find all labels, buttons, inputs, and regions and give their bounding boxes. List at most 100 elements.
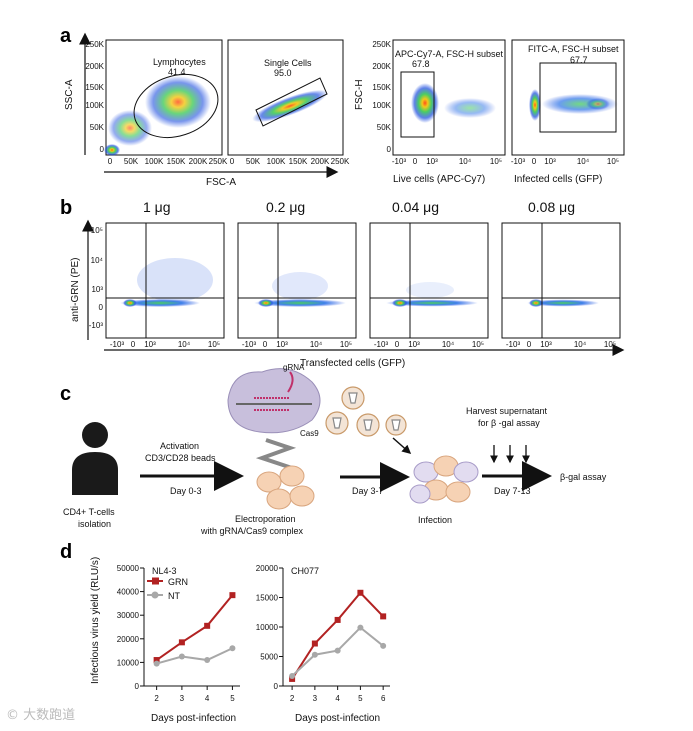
electroporation-label-1: Electroporation xyxy=(235,514,296,524)
point-grn xyxy=(311,640,318,647)
point-nt xyxy=(178,653,185,660)
svg-text:100K: 100K xyxy=(145,157,164,166)
svg-text:10³: 10³ xyxy=(144,340,156,349)
cd4-label-1: CD4+ T-cells xyxy=(63,507,115,517)
a-yaxis-title: SSC-A xyxy=(64,79,75,110)
a-live-xlabel: Live cells (APC-Cy7) xyxy=(393,174,485,185)
svg-text:0: 0 xyxy=(131,340,136,349)
point-nt xyxy=(311,651,318,658)
svg-text:-10³: -10³ xyxy=(89,321,104,330)
svg-text:150K: 150K xyxy=(85,83,104,92)
point-grn xyxy=(229,592,236,599)
svg-text:10³: 10³ xyxy=(276,340,288,349)
legend-nt-label: NT xyxy=(168,591,180,601)
point-nt xyxy=(229,645,236,652)
x-tick-label: 5 xyxy=(230,694,235,703)
svg-text:250K: 250K xyxy=(85,40,104,49)
point-grn xyxy=(153,657,160,664)
point-grn xyxy=(357,589,364,596)
virus-icons xyxy=(325,386,407,437)
svg-text:10⁵: 10⁵ xyxy=(472,340,484,349)
y-tick-label: 10000 xyxy=(256,623,279,632)
chart-title: CH077 xyxy=(291,566,319,576)
panel-letter-b: b xyxy=(60,197,72,219)
x-tick-label: 4 xyxy=(335,694,340,703)
svg-text:0: 0 xyxy=(99,303,104,312)
arrow-virus xyxy=(392,437,412,454)
chart-title: NL4-3 xyxy=(152,566,177,576)
svg-text:100K: 100K xyxy=(372,101,391,110)
dose-label-4: 0.08 μg xyxy=(528,199,575,215)
svg-text:200K: 200K xyxy=(372,62,391,71)
svg-text:50K: 50K xyxy=(246,157,261,166)
a-xaxis-title: FSC-A xyxy=(206,177,236,188)
svg-text:10⁴: 10⁴ xyxy=(91,256,104,265)
chart-legend: GRN NT xyxy=(147,577,188,601)
a-xticks: 0 50K 100K 150K 200K 250K xyxy=(108,157,228,166)
watermark: © 大数跑道 xyxy=(6,708,76,723)
dose-label-2: 0.2 μg xyxy=(266,199,305,215)
svg-text:0: 0 xyxy=(263,340,268,349)
svg-text:10⁴: 10⁴ xyxy=(574,340,587,349)
svg-text:10³: 10³ xyxy=(544,157,556,166)
single-cell-gate-label: Single Cells xyxy=(264,58,312,68)
a-plot-single-cells: Single Cells 95.0 xyxy=(227,39,344,156)
lymphocyte-gate-value: 41.4 xyxy=(168,67,186,77)
svg-text:10⁴: 10⁴ xyxy=(178,340,191,349)
cas9-complex-icon: gRNA Cas9 xyxy=(227,363,321,438)
person-icon xyxy=(72,422,118,495)
svg-text:0: 0 xyxy=(230,157,235,166)
svg-text:50K: 50K xyxy=(377,123,392,132)
svg-text:50K: 50K xyxy=(124,157,139,166)
activation-label-1: Activation xyxy=(160,441,199,451)
svg-text:0: 0 xyxy=(527,340,532,349)
a-plot-lymphocytes: Lymphocytes 41.4 xyxy=(104,39,223,156)
svg-text:0: 0 xyxy=(108,157,113,166)
y-tick-label: 0 xyxy=(274,682,279,691)
b-yaxis-title: anti-GRN (PE) xyxy=(70,258,81,322)
a-inf-xlabel: Infected cells (GFP) xyxy=(514,174,602,185)
lightning-icon xyxy=(255,438,297,470)
a-plot-infected-cells: FITC-A, FSC-H subset 67.7 xyxy=(511,39,625,156)
svg-text:0: 0 xyxy=(532,157,537,166)
y-tick-label: 20000 xyxy=(256,564,279,573)
svg-text:10⁵: 10⁵ xyxy=(340,340,352,349)
a-plot-live-cells: APC-Cy7-A, FSC-H subset 67.8 xyxy=(392,39,506,156)
point-nt xyxy=(204,657,211,664)
legend-nt-marker xyxy=(151,591,159,599)
a-yticks: 250K 200K 150K 100K 50K 0 xyxy=(85,40,104,154)
single-cell-gate xyxy=(255,77,328,127)
panel-letter-a: a xyxy=(60,25,72,47)
point-grn xyxy=(178,639,185,646)
point-nt xyxy=(357,624,364,631)
svg-text:200K: 200K xyxy=(189,157,208,166)
svg-text:250K: 250K xyxy=(372,40,391,49)
infected-cell-gate-header: FITC-A, FSC-H subset xyxy=(528,44,619,54)
y-tick-label: 50000 xyxy=(117,564,140,573)
svg-text:10⁵: 10⁵ xyxy=(91,226,103,235)
svg-text:10⁴: 10⁴ xyxy=(577,157,590,166)
svg-text:50K: 50K xyxy=(90,123,105,132)
svg-text:10³: 10³ xyxy=(91,285,103,294)
assay-label: β-gal assay xyxy=(560,472,607,482)
svg-text:10⁴: 10⁴ xyxy=(310,340,323,349)
x-tick-label: 5 xyxy=(358,694,363,703)
day-label-2: Day 3-7 xyxy=(352,486,384,496)
a-fsch-title: FSC-H xyxy=(354,79,365,110)
chart-nl43: 0 10000 20000 30000 40000 50000 2 3 4 5 NL4-3 xyxy=(117,564,240,703)
svg-text:150K: 150K xyxy=(289,157,308,166)
x-tick-label: 2 xyxy=(154,694,159,703)
y-tick-label: 30000 xyxy=(117,611,140,620)
svg-text:-10³: -10³ xyxy=(110,340,125,349)
svg-text:100K: 100K xyxy=(85,101,104,110)
svg-text:-10³: -10³ xyxy=(511,157,526,166)
y-tick-label: 20000 xyxy=(117,635,140,644)
svg-text:200K: 200K xyxy=(85,62,104,71)
series-line-grn xyxy=(156,594,234,661)
day-label-3: Day 7-13 xyxy=(494,486,531,496)
svg-text:10⁵: 10⁵ xyxy=(604,340,616,349)
point-grn xyxy=(380,613,387,620)
b-xticks: -10³ 0 10³ 10⁴ 10⁵ -10³ 0 10³ 10⁴ 10⁵ -1… xyxy=(110,340,616,349)
svg-text:250K: 250K xyxy=(331,157,350,166)
